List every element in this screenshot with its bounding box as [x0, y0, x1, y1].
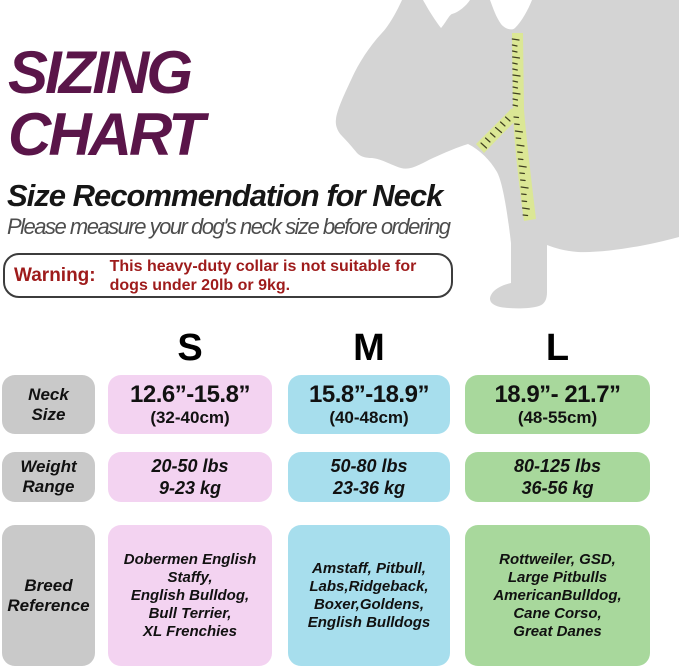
warning-message: This heavy-duty collar is not suitable f… [109, 257, 417, 294]
weight-range-cell-l: 80-125 lbs 36-56 kg [465, 452, 650, 502]
title-line-1: SIZING [8, 39, 193, 106]
breed-list-l: Rottweiler, GSD, Large Pitbulls American… [493, 550, 622, 640]
neck-size-cell-l: 18.9”- 21.7” (48-55cm) [465, 375, 650, 434]
neck-size-label-text: Neck Size [28, 384, 69, 424]
weight-lbs-s: 20-50 lbs [151, 456, 229, 476]
column-header-s: S [177, 327, 203, 369]
neck-size-cell-m: 15.8”-18.9” (40-48cm) [288, 375, 450, 434]
breed-reference-label-text: Breed Reference [7, 575, 90, 615]
weight-lbs-l: 80-125 lbs [513, 456, 602, 476]
breed-reference-cell-m: Amstaff, Pitbull, Labs,Ridgeback, Boxer,… [288, 525, 450, 666]
weight-range-row-label: Weight Range [2, 452, 95, 502]
page-title: SIZING CHART [8, 39, 205, 168]
weight-range-cell-m: 50-80 lbs 23-36 kg [288, 452, 450, 502]
neck-inches-s: 12.6”-15.8” [130, 381, 250, 408]
weight-lbs-m: 50-80 lbs [330, 456, 408, 476]
column-header-l: L [545, 327, 570, 369]
weight-range-label-text: Weight Range [20, 457, 77, 496]
breed-reference-row-label: Breed Reference [2, 525, 95, 666]
warning-box: Warning: This heavy-duty collar is not s… [3, 253, 453, 298]
weight-kg-l: 36-56 kg [521, 478, 594, 498]
weight-kg-s: 9-23 kg [158, 478, 222, 498]
weight-range-cell-s: 20-50 lbs 9-23 kg [108, 452, 272, 502]
breed-reference-cell-s: Dobermen English Staffy, English Bulldog… [108, 525, 272, 666]
neck-size-row-label: Neck Size [2, 375, 95, 434]
breed-list-m: Amstaff, Pitbull, Labs,Ridgeback, Boxer,… [307, 559, 431, 631]
column-header-m: M [353, 327, 385, 369]
neck-cm-l: (48-55cm) [517, 408, 598, 427]
title-line-2: CHART [8, 101, 205, 168]
neck-size-cell-s: 12.6”-15.8” (32-40cm) [108, 375, 272, 434]
neck-inches-m: 15.8”-18.9” [309, 381, 429, 408]
neck-inches-l: 18.9”- 21.7” [494, 381, 621, 408]
breed-reference-cell-l: Rottweiler, GSD, Large Pitbulls American… [465, 525, 650, 666]
measuring-tape-icon [476, 33, 536, 221]
dog-silhouette [335, 0, 679, 309]
subtitle: Size Recommendation for Neck [7, 178, 443, 213]
neck-cm-s: (32-40cm) [150, 408, 230, 427]
measure-note: Please measure your dog's neck size befo… [7, 214, 451, 239]
weight-kg-m: 23-36 kg [332, 478, 406, 498]
warning-label: Warning: [14, 264, 96, 286]
neck-cm-m: (40-48cm) [329, 408, 409, 427]
breed-list-s: Dobermen English Staffy, English Bulldog… [123, 550, 257, 640]
